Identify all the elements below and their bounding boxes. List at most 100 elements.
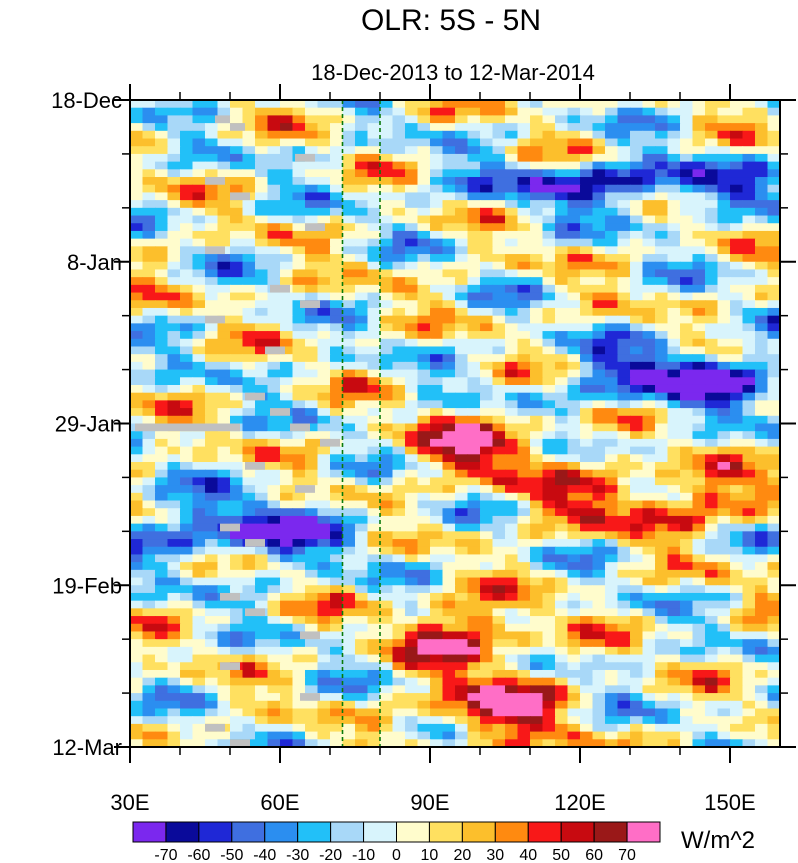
field-cell	[442, 500, 456, 509]
field-cell	[530, 177, 544, 186]
field-cell	[405, 254, 419, 263]
field-cell	[517, 107, 531, 116]
field-cell	[367, 331, 381, 340]
field-cell	[205, 115, 219, 124]
field-cell	[192, 454, 206, 463]
field-cell	[655, 646, 669, 656]
field-cell	[205, 146, 219, 155]
field-cell	[592, 585, 606, 594]
field-cell	[517, 100, 531, 109]
field-cell	[480, 230, 494, 240]
field-cell	[230, 392, 244, 401]
field-cell	[680, 539, 694, 548]
field-cell	[292, 123, 306, 132]
field-cell	[467, 200, 481, 209]
field-cell	[605, 415, 619, 425]
field-cell	[180, 438, 194, 448]
field-cell	[542, 708, 556, 717]
field-cell	[230, 685, 244, 694]
field-cell	[692, 546, 706, 556]
field-cell	[667, 100, 681, 109]
field-cell	[205, 238, 219, 247]
field-cell	[517, 554, 531, 563]
field-cell	[380, 662, 394, 671]
field-cell	[630, 377, 644, 386]
field-cell	[205, 539, 219, 548]
field-cell	[467, 138, 481, 147]
field-cell	[480, 531, 494, 540]
field-cell	[480, 215, 494, 224]
field-cell	[592, 200, 606, 209]
field-cell	[305, 508, 319, 517]
field-cell	[205, 138, 219, 147]
field-cell	[380, 508, 394, 517]
field-cell	[492, 100, 506, 109]
field-cell	[130, 153, 144, 163]
field-cell	[505, 646, 519, 656]
field-cell	[592, 469, 606, 479]
field-cell	[630, 577, 644, 586]
field-cell	[517, 423, 531, 432]
field-cell	[142, 462, 156, 471]
field-cell	[705, 577, 719, 586]
field-cell	[680, 569, 694, 579]
field-cell	[480, 392, 494, 401]
field-cell	[355, 708, 369, 717]
field-cell	[355, 554, 369, 563]
missing-data-block	[205, 315, 225, 324]
field-cell	[455, 592, 469, 602]
field-cell	[680, 523, 694, 532]
field-cell	[217, 184, 231, 194]
field-cell	[380, 177, 394, 186]
field-cell	[567, 384, 581, 394]
field-cell	[130, 585, 144, 594]
field-cell	[517, 384, 531, 394]
field-cell	[430, 361, 444, 371]
field-cell	[580, 539, 594, 548]
field-cell	[380, 723, 394, 733]
field-cell	[542, 331, 556, 340]
field-cell	[455, 485, 469, 494]
field-cell	[142, 192, 156, 201]
field-cell	[155, 515, 169, 525]
field-cell	[517, 523, 531, 532]
field-cell	[330, 700, 344, 710]
field-cell	[480, 592, 494, 602]
field-cell	[392, 123, 406, 132]
field-cell	[717, 323, 731, 332]
field-cell	[480, 716, 494, 725]
field-cell	[367, 492, 381, 502]
field-cell	[480, 608, 494, 617]
field-cell	[705, 446, 719, 455]
field-cell	[205, 269, 219, 278]
field-cell	[567, 300, 581, 309]
field-cell	[305, 230, 319, 240]
field-cell	[767, 654, 780, 663]
field-cell	[517, 408, 531, 417]
field-cell	[155, 408, 169, 417]
field-cell	[392, 554, 406, 563]
field-cell	[267, 323, 281, 332]
field-cell	[630, 539, 644, 548]
colorbar-swatch	[198, 821, 233, 843]
field-cell	[655, 415, 669, 425]
field-cell	[517, 693, 531, 702]
field-cell	[455, 192, 469, 201]
field-cell	[705, 515, 719, 525]
field-cell	[517, 161, 531, 170]
field-cell	[717, 500, 731, 509]
field-cell	[555, 169, 569, 178]
field-cell	[642, 123, 656, 132]
field-cell	[442, 384, 456, 394]
field-cell	[592, 123, 606, 132]
field-cell	[492, 369, 506, 378]
field-cell	[642, 577, 656, 586]
field-cell	[330, 508, 344, 517]
field-cell	[355, 269, 369, 278]
field-cell	[592, 431, 606, 440]
field-cell	[142, 515, 156, 525]
field-cell	[667, 539, 681, 548]
field-cell	[167, 369, 181, 378]
field-cell	[642, 562, 656, 571]
field-cell	[580, 331, 594, 340]
